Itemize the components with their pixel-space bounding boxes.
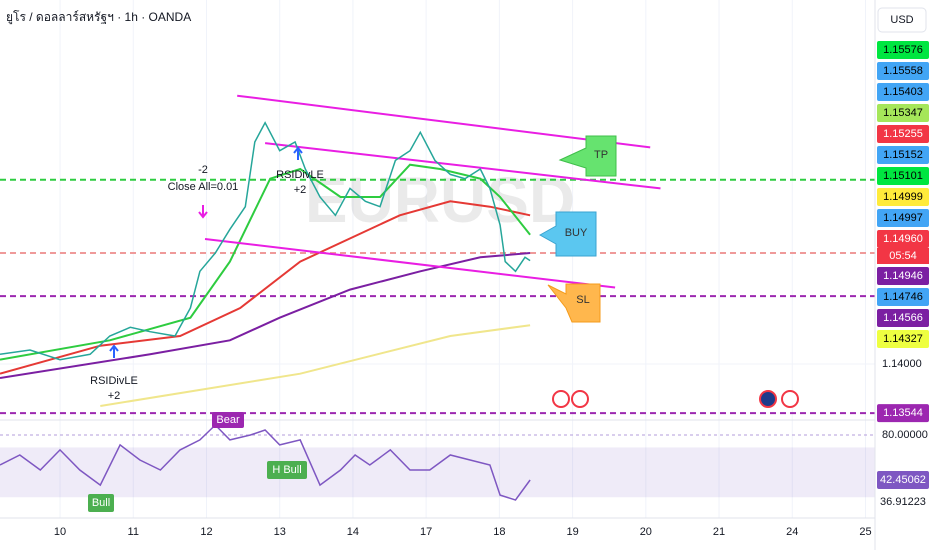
rsi-band: [0, 447, 875, 498]
x-tick-label: 18: [493, 526, 505, 538]
price-badge: [877, 83, 929, 101]
bear-tag: [212, 412, 244, 428]
x-tick-label: 10: [54, 526, 66, 538]
level-badge: [877, 404, 929, 423]
price-badge: [877, 209, 929, 227]
x-tick-label: 21: [713, 526, 725, 538]
price-badge: [877, 188, 929, 206]
price-line: [0, 423, 531, 501]
price-badge-label: 1.14327: [883, 333, 923, 345]
level-label: 1.13544: [883, 407, 923, 419]
price-badge-label: 1.15347: [883, 107, 923, 119]
rsi-badge: [877, 471, 929, 489]
price-badge: [877, 146, 929, 164]
countdown: 05:54: [889, 250, 917, 262]
bull-tag: [88, 494, 114, 512]
order-qty: -2: [198, 164, 208, 176]
indicator-line: [100, 324, 531, 407]
price-badge-label: 1.14566: [883, 312, 923, 324]
indicator-line: [0, 252, 531, 379]
entry-qty: +2: [294, 184, 307, 196]
x-tick-label: 17: [420, 526, 432, 538]
buy-callout: [538, 211, 597, 257]
price-badge-label: 1.14946: [883, 270, 923, 282]
entry-qty: +2: [108, 390, 121, 402]
price-badge: [877, 288, 929, 306]
grid: [0, 0, 875, 518]
indicator-line: [0, 163, 531, 361]
rsi-badge-label: 42.45062: [880, 474, 926, 486]
plot: [0, 94, 875, 501]
indicator-line: [264, 142, 661, 190]
currency: USD: [890, 14, 913, 26]
sl-label: SL: [576, 294, 589, 306]
indicator-line: [204, 238, 616, 289]
sl-callout: [547, 283, 601, 323]
event-icon[interactable]: [552, 390, 570, 408]
entry-arrow: [293, 146, 303, 160]
price-badge: [877, 62, 929, 80]
event-icon[interactable]: [571, 390, 589, 408]
countdown-badge: [877, 248, 929, 264]
chart-title: ยูโร / ดอลลาร์สหรัฐฯ · 1h · OANDA: [6, 10, 191, 25]
price-badge: [877, 104, 929, 122]
event-icon[interactable]: [781, 390, 799, 408]
event-icons[interactable]: [552, 390, 799, 408]
exit-arrow: [198, 205, 208, 219]
price-badge: [877, 125, 929, 143]
x-tick-label: 12: [200, 526, 212, 538]
price-badge-label: 1.15403: [883, 86, 923, 98]
price-badge: [877, 41, 929, 59]
rsi-badge: [877, 493, 929, 511]
close-all: Close All=0.01: [168, 181, 239, 193]
price-badge-label: 1.14997: [883, 212, 923, 224]
price-badge: [877, 267, 929, 285]
watermark: EURUSD: [305, 164, 575, 236]
price-badge: [877, 230, 929, 248]
y-tick-label: 1.14000: [882, 358, 922, 370]
price-badge: [877, 167, 929, 185]
x-tick-label: 14: [347, 526, 359, 538]
x-tick-label: 19: [566, 526, 578, 538]
x-tick-label: 24: [786, 526, 798, 538]
entry-signal: RSIDivLE: [90, 375, 138, 387]
rsi-badge-label: 36.91223: [880, 496, 926, 508]
tp-callout: [558, 135, 617, 177]
x-tick-label: 20: [640, 526, 652, 538]
currency-button[interactable]: [877, 7, 927, 33]
entry-arrow: [109, 344, 119, 358]
buy-label: BUY: [565, 227, 588, 239]
bear-label: Bear: [216, 414, 240, 426]
price-badge-label: 1.15255: [883, 128, 923, 140]
price-badge-label: 1.14746: [883, 291, 923, 303]
h-bull-tag: [267, 461, 307, 479]
price-badge-label: 1.15576: [883, 44, 923, 56]
indicator-line: [237, 94, 651, 149]
price-line: [0, 121, 531, 361]
event-icon[interactable]: [759, 390, 777, 408]
entry-signal: RSIDivLE: [276, 169, 324, 181]
price-badge-label: 1.15101: [883, 170, 923, 182]
h-bull-label: H Bull: [272, 464, 301, 476]
y-tick-label: 80.00000: [882, 429, 928, 441]
x-tick-label: 11: [128, 526, 139, 538]
indicator-line: [0, 200, 531, 375]
tp-label: TP: [594, 149, 608, 161]
price-badge-label: 1.14960: [883, 233, 923, 245]
price-badge-label: 1.14999: [883, 191, 923, 203]
price-badge-label: 1.15152: [883, 149, 923, 161]
price-badge: [877, 309, 929, 327]
bull-label: Bull: [92, 497, 110, 509]
x-tick-label: 25: [859, 526, 871, 538]
price-badge-label: 1.15558: [883, 65, 923, 77]
price-badge: [877, 330, 929, 348]
x-tick-label: 13: [274, 526, 286, 538]
